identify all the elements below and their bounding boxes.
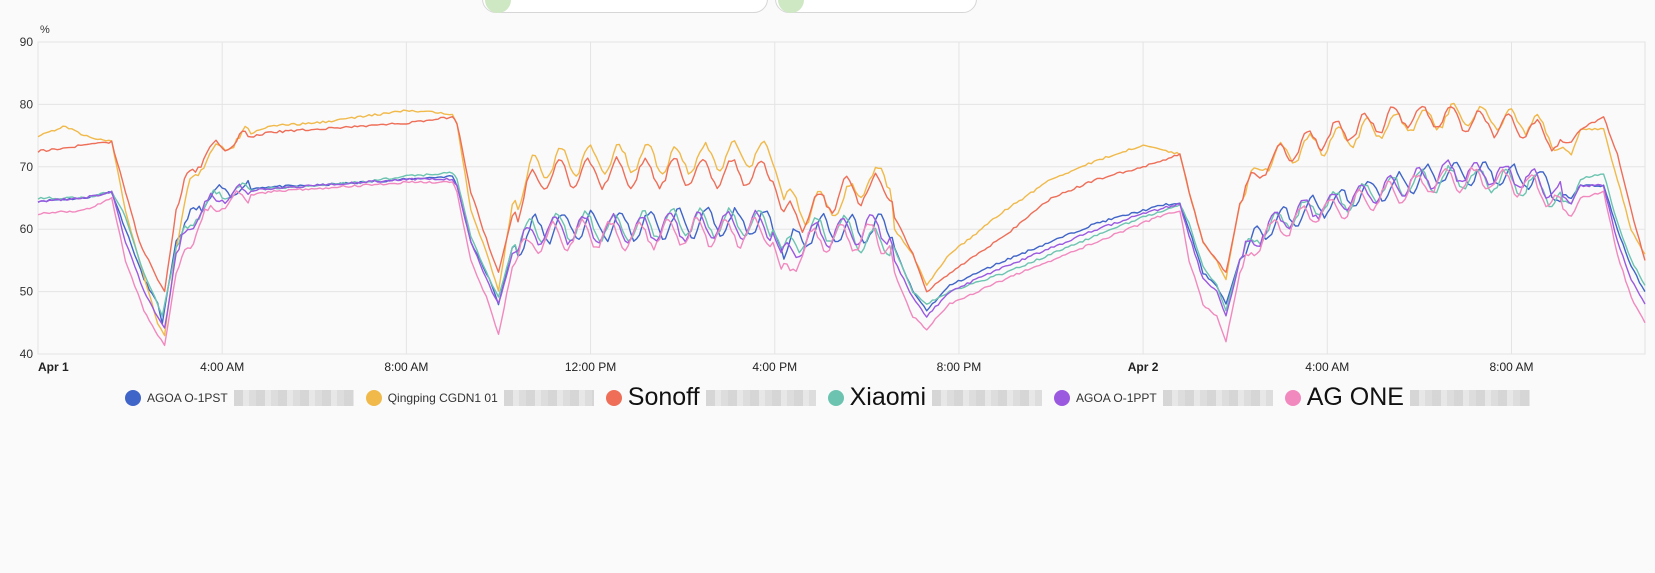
x-tick-label: 12:00 PM [565,360,616,374]
y-tick-label: 70 [20,160,34,174]
legend-label: Sonoff [627,383,700,411]
x-tick-label: 8:00 AM [1489,360,1533,374]
series-line-6 [37,166,1646,347]
redacted-text [1409,389,1530,406]
legend-dot-icon [827,389,844,406]
legend-item[interactable]: Xiaomi [827,383,1043,412]
legend-item[interactable]: AGOA O-1PPT [1054,389,1273,406]
redacted-text [1162,389,1273,406]
series-line-1 [37,161,1646,325]
legend-dot-icon [125,389,142,406]
y-axis-unit: % [40,24,50,36]
chart-grid [37,41,1646,355]
series-line-2 [37,102,1646,337]
y-tick-label: 80 [20,97,34,111]
x-tick-label: 4:00 AM [200,360,244,374]
legend-item[interactable]: Qingping CGDN1 01 [365,389,594,406]
plot-area [37,41,1646,355]
legend-item[interactable]: AG ONE [1284,383,1530,412]
legend-dot-icon [605,389,622,406]
legend-dot-icon [365,389,382,406]
legend-dot-icon [1054,389,1071,406]
legend-item[interactable]: AGOA O-1PST [125,389,354,406]
legend-dot-icon [1284,389,1301,406]
chart-series [37,102,1646,347]
chip-icon [485,0,511,13]
legend-label: AG ONE [1306,383,1404,411]
legend-label: Qingping CGDN1 01 [387,390,498,405]
legend-label: AGOA O-1PPT [1076,390,1157,405]
top-filter-chip[interactable] [482,0,768,13]
legend-label: AGOA O-1PST [147,390,228,405]
y-tick-label: 60 [20,222,34,236]
y-tick-label: 40 [20,347,34,361]
x-tick-label: Apr 2 [1128,360,1159,374]
legend-item[interactable]: Sonoff [605,383,816,412]
y-tick-label: 90 [20,35,34,49]
chip-icon [778,0,804,13]
legend-label: Xiaomi [849,383,927,411]
y-tick-label: 50 [20,285,34,299]
series-line-3 [37,105,1646,293]
humidity-chart: % 40 50 60 70 80 90 Apr 1 4:00 AM 8:00 AM 12:00 P… [20,24,1646,374]
chart-legend: AGOA O-1PST Qingping CGDN1 01 Sonoff Xiaomi… [0,383,1655,412]
x-tick-label: 4:00 PM [752,360,797,374]
redacted-text [503,389,594,406]
x-tick-label: 4:00 AM [1305,360,1349,374]
x-tick-label: 8:00 AM [384,360,428,374]
redacted-text [233,389,354,406]
x-tick-label: Apr 1 [38,360,69,374]
redacted-text [932,389,1043,406]
chart-axis-labels: 40 50 60 70 80 90 Apr 1 4:00 AM 8:00 AM 12:00 PM 4… [20,35,1534,374]
redacted-text [705,389,816,406]
x-tick-label: 8:00 PM [937,360,982,374]
